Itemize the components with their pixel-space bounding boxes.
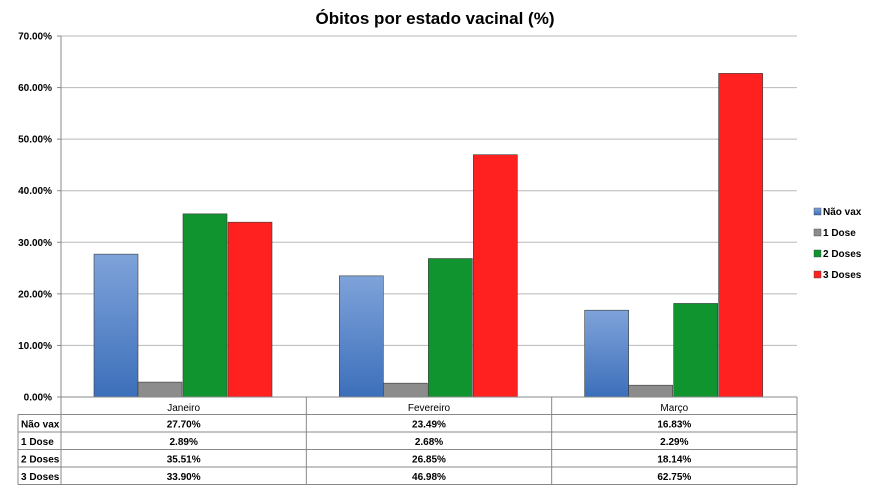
- legend-label: 3 Doses: [823, 270, 862, 281]
- data-label: 33.90%: [167, 472, 201, 483]
- bar: [473, 154, 518, 398]
- x-category-label: Março: [660, 403, 688, 414]
- data-label: 35.51%: [167, 455, 201, 466]
- bar: [584, 309, 629, 398]
- table-row-label: 3 Doses: [21, 472, 60, 483]
- bar: [227, 221, 273, 398]
- bars: [93, 73, 763, 398]
- bar: [628, 384, 673, 398]
- y-tick-label: 60.00%: [18, 83, 52, 94]
- data-label: 46.98%: [412, 472, 446, 483]
- data-label: 2.29%: [660, 437, 688, 448]
- bar: [93, 253, 139, 398]
- y-tick-label: 70.00%: [18, 32, 52, 43]
- legend-swatch: [813, 228, 822, 237]
- y-tick-label: 0.00%: [24, 393, 52, 404]
- legend-swatch: [813, 207, 822, 216]
- legend-label: 2 Doses: [823, 249, 862, 260]
- bar: [182, 213, 228, 398]
- legend-swatch: [813, 249, 822, 258]
- data-label: 16.83%: [657, 420, 691, 431]
- chart-title: Óbitos por estado vacinal (%): [316, 9, 555, 28]
- data-label: 18.14%: [657, 455, 691, 466]
- bar: [339, 275, 384, 398]
- data-label: 62.75%: [657, 472, 691, 483]
- data-label: 2.68%: [415, 437, 443, 448]
- data-table: Janeiro Fevereiro Março Não vax 27.70% 23.49%…: [17, 396, 798, 485]
- bar: [137, 381, 183, 398]
- y-tick-label: 40.00%: [18, 186, 52, 197]
- bar: [383, 382, 428, 398]
- y-tick-label: 30.00%: [18, 238, 52, 249]
- legend-label: 1 Dose: [823, 228, 856, 239]
- table-row-label: 2 Doses: [21, 455, 60, 466]
- data-label: 2.89%: [169, 437, 197, 448]
- y-tick-label: 10.00%: [18, 341, 52, 352]
- y-tick-label: 50.00%: [18, 135, 52, 146]
- x-category-label: Janeiro: [167, 403, 200, 414]
- bar: [718, 73, 763, 398]
- bar: [673, 303, 718, 398]
- data-label: 27.70%: [167, 420, 201, 431]
- y-tick-label: 20.00%: [18, 289, 52, 300]
- bar: [428, 258, 473, 398]
- legend-swatch: [813, 270, 822, 279]
- table-row-label: 1 Dose: [21, 437, 54, 448]
- data-label: 26.85%: [412, 455, 446, 466]
- data-label: 23.49%: [412, 420, 446, 431]
- table-row-label: Não vax: [21, 420, 60, 431]
- x-category-label: Fevereiro: [408, 403, 451, 414]
- legend-label: Não vax: [823, 207, 862, 218]
- legend: Não vax 1 Dose 2 Doses 3 Doses: [813, 207, 862, 281]
- y-axis: 0.00% 10.00% 20.00% 30.00% 40.00% 50.00% 60.00…: [18, 32, 62, 404]
